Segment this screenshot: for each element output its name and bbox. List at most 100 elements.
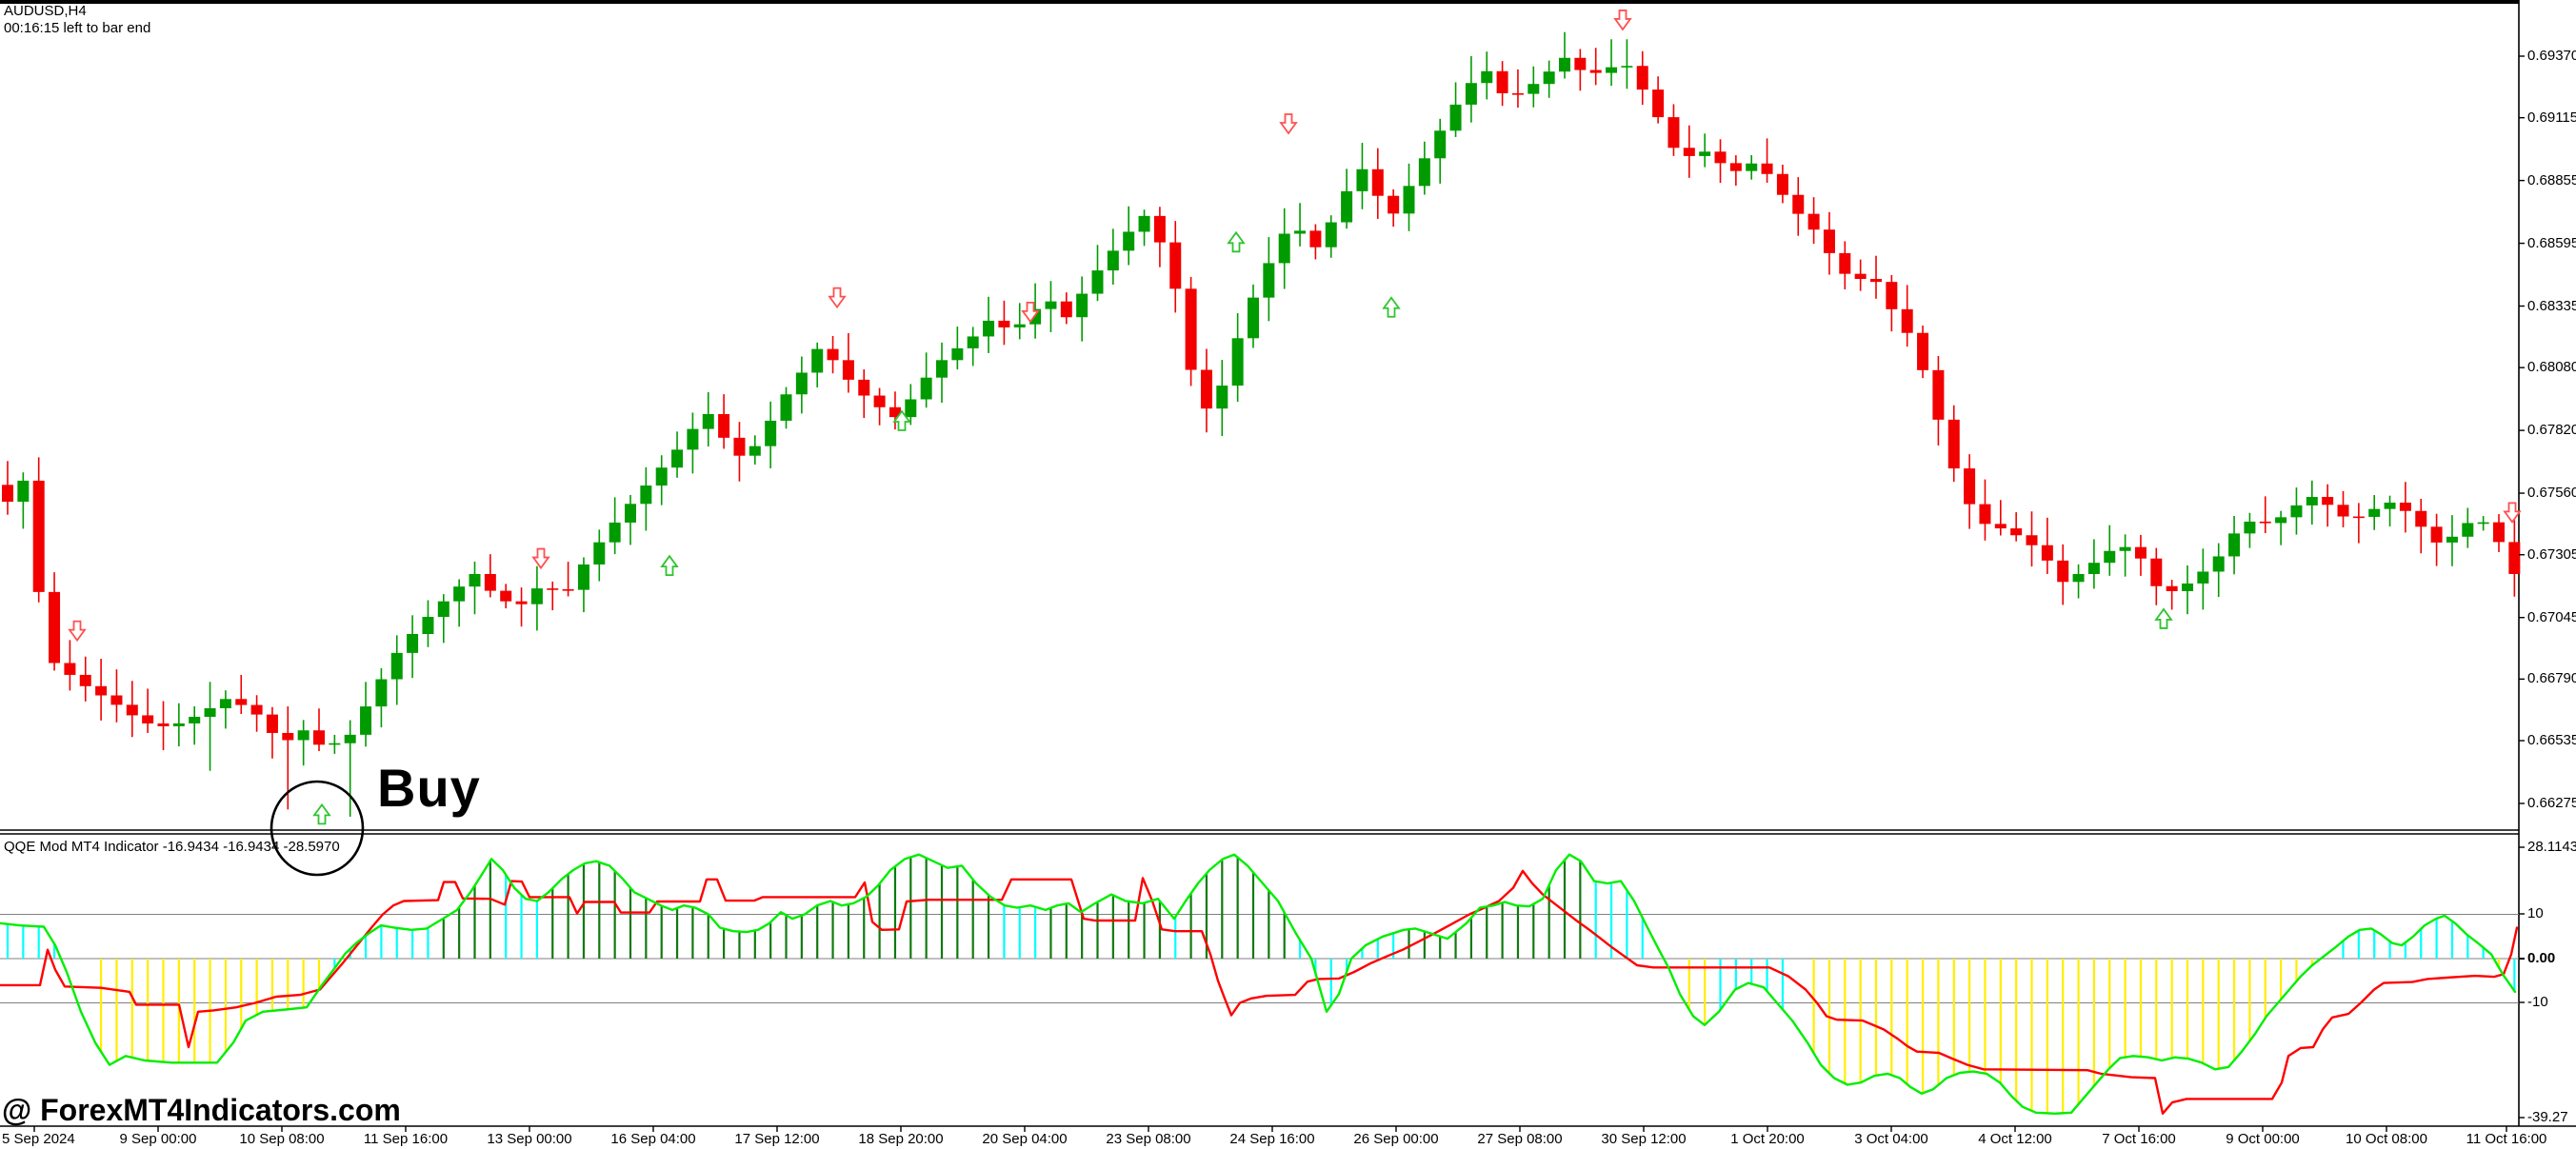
candle: [1792, 194, 1805, 214]
candle: [32, 480, 45, 592]
buy-arrow: [1382, 296, 1401, 318]
price-tick-label: 0.68595: [2527, 234, 2576, 251]
sell-arrow: [68, 620, 87, 643]
candle: [640, 485, 652, 505]
candle: [1107, 250, 1119, 271]
candle: [1481, 70, 1493, 84]
candle: [2087, 563, 2100, 575]
candle: [1621, 66, 1633, 68]
candle: [313, 730, 325, 745]
candle: [2057, 560, 2069, 583]
candle: [577, 564, 589, 590]
candle: [1123, 231, 1135, 251]
candle: [1403, 186, 1415, 214]
sell-arrow: [531, 547, 550, 570]
candle: [1388, 195, 1400, 214]
candle: [702, 414, 714, 429]
candle: [1606, 67, 1618, 73]
candle: [718, 414, 730, 438]
candle: [1341, 190, 1353, 223]
buy-annotation-label: Buy: [377, 758, 481, 818]
sell-arrow: [2503, 502, 2522, 524]
candle: [2166, 585, 2178, 591]
candle: [1932, 369, 1945, 420]
candle: [655, 467, 668, 486]
time-tick-label: 17 Sep 12:00: [734, 1131, 820, 1147]
candle: [204, 707, 216, 718]
candle: [1559, 57, 1570, 72]
sell-arrow: [1279, 113, 1298, 135]
candle: [811, 348, 824, 373]
candle: [1371, 168, 1384, 196]
candle: [1543, 71, 1555, 85]
price-tick-label: 0.67820: [2527, 422, 2576, 439]
candle: [219, 699, 231, 708]
buy-circle-annotation: [270, 780, 365, 877]
time-tick-label: 24 Sep 16:00: [1229, 1131, 1315, 1147]
time-tick-label: 23 Sep 08:00: [1106, 1131, 1191, 1147]
candle: [1138, 215, 1150, 232]
candle: [2477, 522, 2489, 525]
candle: [2041, 545, 2053, 561]
candle: [2337, 505, 2349, 517]
time-tick-label: 9 Sep 00:00: [119, 1131, 197, 1147]
candle: [905, 399, 917, 418]
candle: [1947, 419, 1960, 469]
indicator-scale-label: 10: [2527, 905, 2544, 921]
buy-arrow: [660, 554, 679, 577]
candle: [1683, 148, 1695, 156]
buy-arrow: [1227, 230, 1246, 253]
price-tick-label: 0.67305: [2527, 545, 2576, 563]
candle: [1013, 324, 1026, 327]
candle: [998, 320, 1010, 327]
qqe-indicator-label: QQE Mod MT4 Indicator -16.9434 -16.9434 …: [4, 839, 340, 855]
time-tick-label: 30 Sep 12:00: [1601, 1131, 1687, 1147]
candle: [1060, 301, 1072, 318]
candle: [687, 428, 699, 450]
candle: [1511, 92, 1524, 95]
candle: [2212, 556, 2225, 572]
indicator-scale-label: -39.27: [2527, 1109, 2568, 1125]
candle: [1449, 104, 1462, 131]
candle: [172, 723, 185, 726]
candle: [515, 601, 528, 604]
time-tick-label: 10 Oct 08:00: [2346, 1131, 2427, 1147]
candle: [609, 522, 621, 543]
candle: [2026, 535, 2038, 545]
candle: [282, 732, 294, 741]
candle: [1185, 288, 1197, 370]
candle: [469, 573, 481, 587]
price-tick-label: 0.69115: [2527, 109, 2576, 126]
candle: [2259, 521, 2271, 524]
candle: [2010, 528, 2023, 536]
candle: [2244, 521, 2256, 534]
time-tick-label: 16 Sep 04:00: [610, 1131, 696, 1147]
candle: [1901, 308, 1913, 333]
indicator-scale-label: -10: [2527, 994, 2548, 1010]
candle: [360, 706, 372, 735]
candle: [1169, 242, 1182, 289]
time-tick-label: 26 Sep 00:00: [1353, 1131, 1439, 1147]
candle: [780, 394, 792, 421]
candle: [2508, 542, 2521, 574]
candle: [1652, 89, 1665, 118]
price-tick-label: 0.66535: [2527, 732, 2576, 749]
candle: [2415, 510, 2427, 527]
candle: [2104, 550, 2116, 564]
candle: [1667, 117, 1680, 149]
candle: [64, 663, 76, 675]
candle: [547, 588, 559, 590]
candle: [1153, 215, 1166, 243]
candle: [1729, 163, 1742, 171]
candle: [189, 717, 201, 723]
candle: [2119, 546, 2131, 551]
candle: [1091, 270, 1104, 294]
candle: [2182, 583, 2193, 591]
candle: [1200, 369, 1212, 409]
candle: [2306, 497, 2318, 505]
candle: [49, 591, 61, 664]
time-tick-label: 13 Sep 00:00: [487, 1131, 572, 1147]
candle: [1309, 230, 1322, 248]
